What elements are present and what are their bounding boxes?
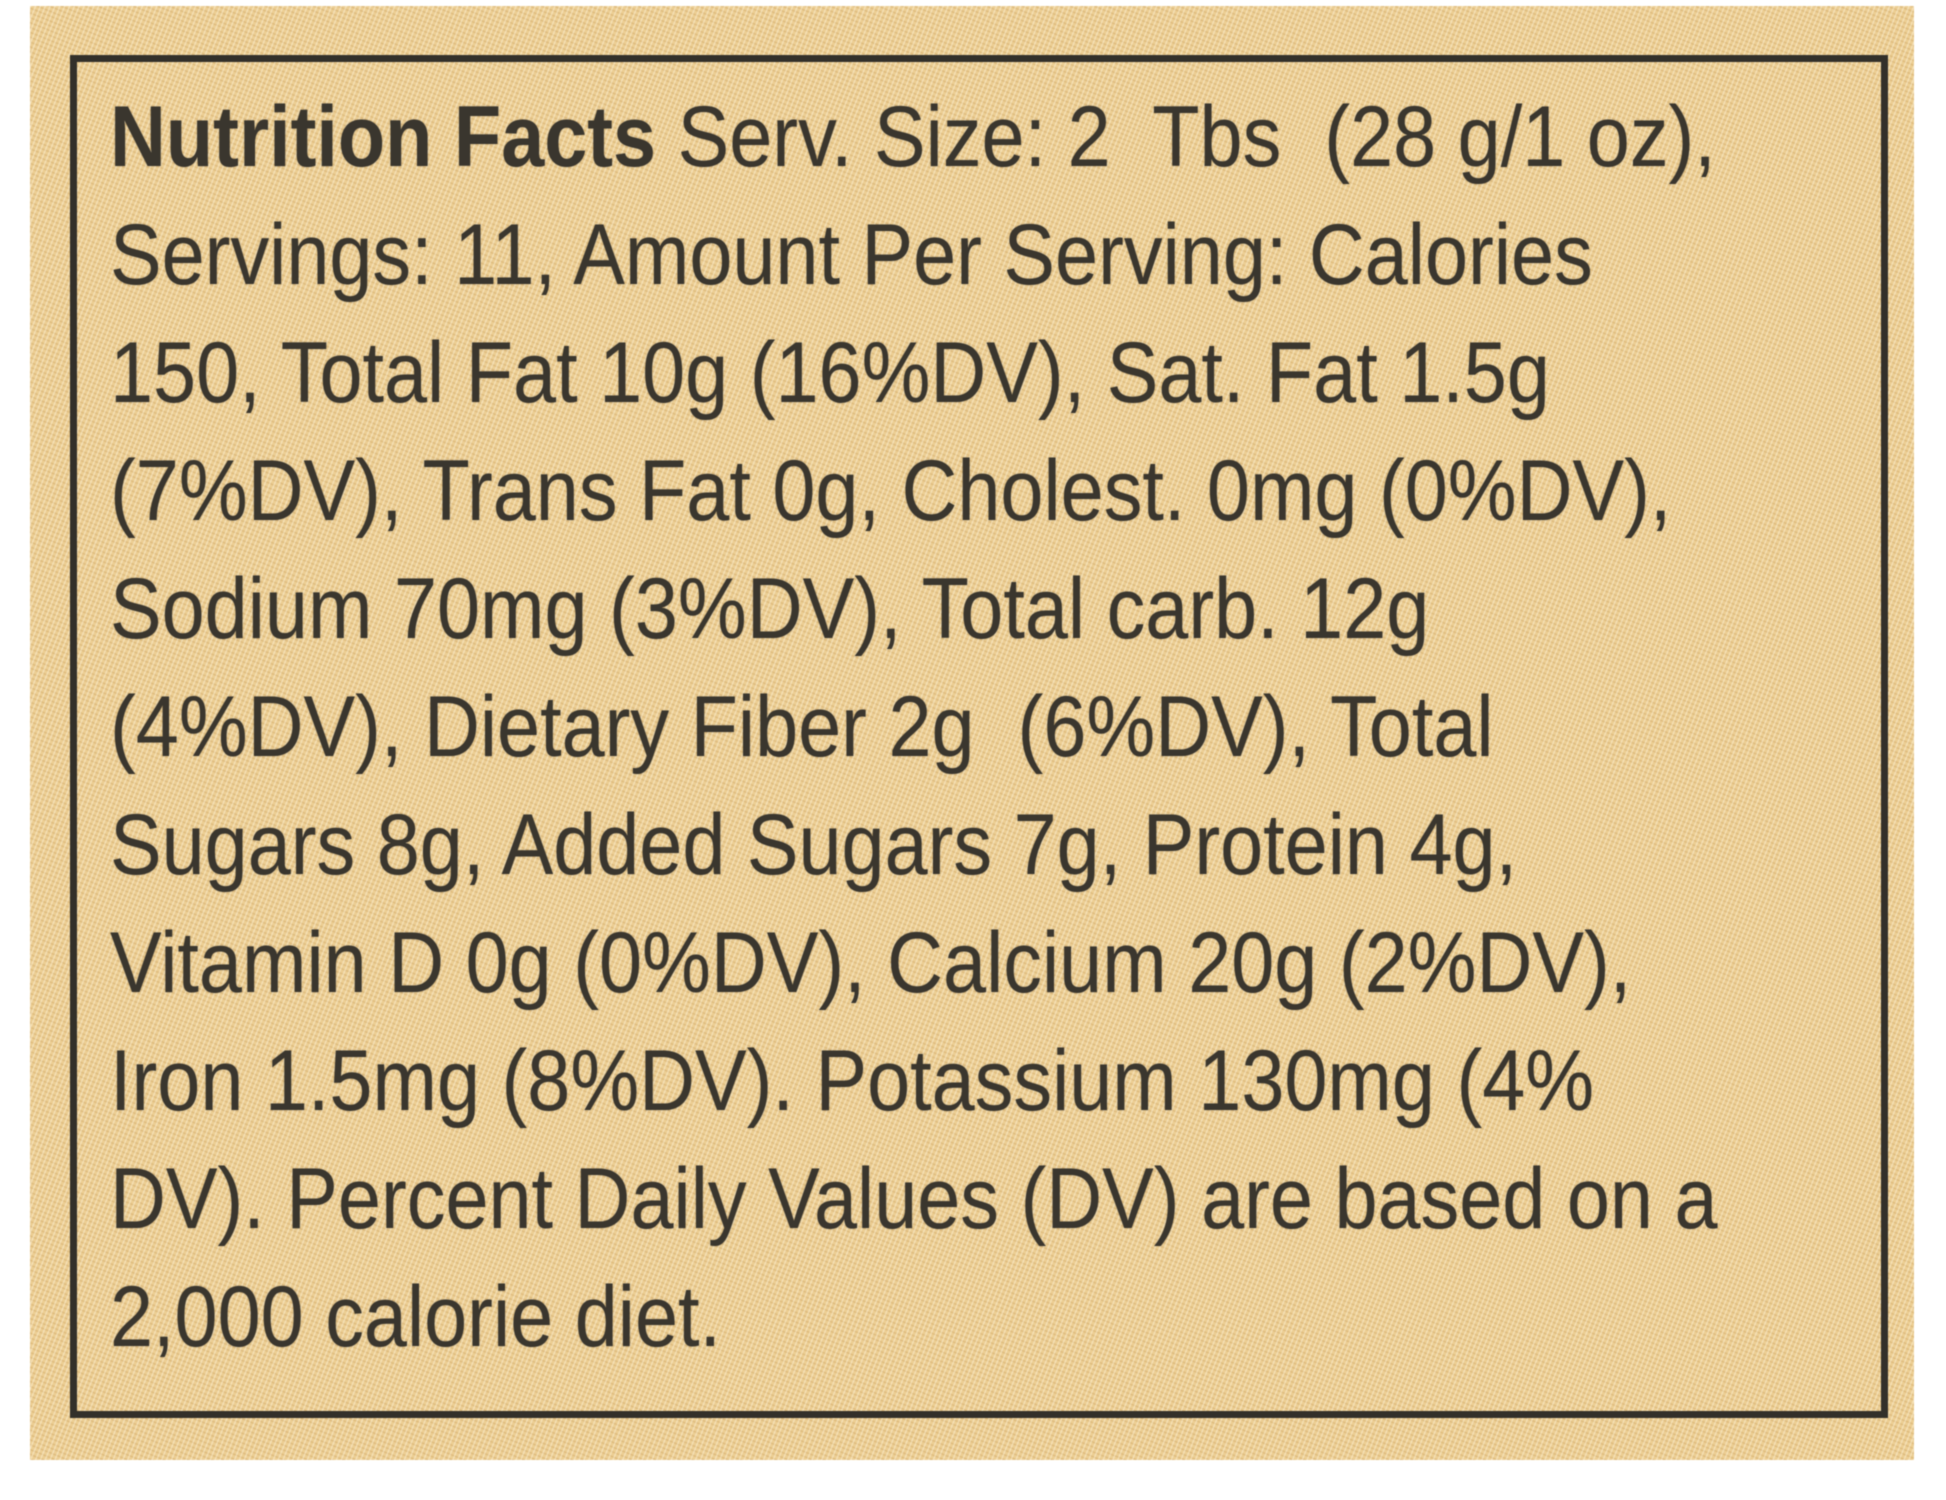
text-line-5: Sodium 70mg (3%DV), Total carb. 12g	[110, 561, 1430, 657]
text-line-8: Vitamin D 0g (0%DV), Calcium 20g (2%DV),	[110, 915, 1632, 1011]
text-line-1: Nutrition Facts Serv. Size: 2 Tbs (28 g/…	[110, 78, 1716, 196]
text-line-10: DV). Percent Daily Values (DV) are based…	[110, 1151, 1718, 1247]
text-line-2: Servings: 11, Amount Per Serving: Calori…	[110, 207, 1593, 303]
nutrition-facts-text: Nutrition Facts Serv. Size: 2 Tbs (28 g/…	[110, 78, 1875, 1411]
text-line-4: (7%DV), Trans Fat 0g, Cholest. 0mg (0%DV…	[110, 443, 1672, 539]
text-line-7: Sugars 8g, Added Sugars 7g, Protein 4g,	[110, 797, 1518, 893]
label-border-frame: Nutrition Facts Serv. Size: 2 Tbs (28 g/…	[70, 55, 1888, 1418]
nutrition-facts-title: Nutrition Facts	[110, 89, 657, 185]
text-line-11: 2,000 calorie diet.	[110, 1269, 722, 1365]
text-line-9: Iron 1.5mg (8%DV). Potassium 130mg (4%	[110, 1033, 1595, 1129]
text-line-6: (4%DV), Dietary Fiber 2g (6%DV), Total	[110, 679, 1494, 775]
text-line-3: 150, Total Fat 10g (16%DV), Sat. Fat 1.5…	[110, 325, 1550, 421]
label-photo: Nutrition Facts Serv. Size: 2 Tbs (28 g/…	[30, 6, 1914, 1460]
serving-size-text: Serv. Size: 2 Tbs (28 g/1 oz),	[656, 89, 1716, 185]
